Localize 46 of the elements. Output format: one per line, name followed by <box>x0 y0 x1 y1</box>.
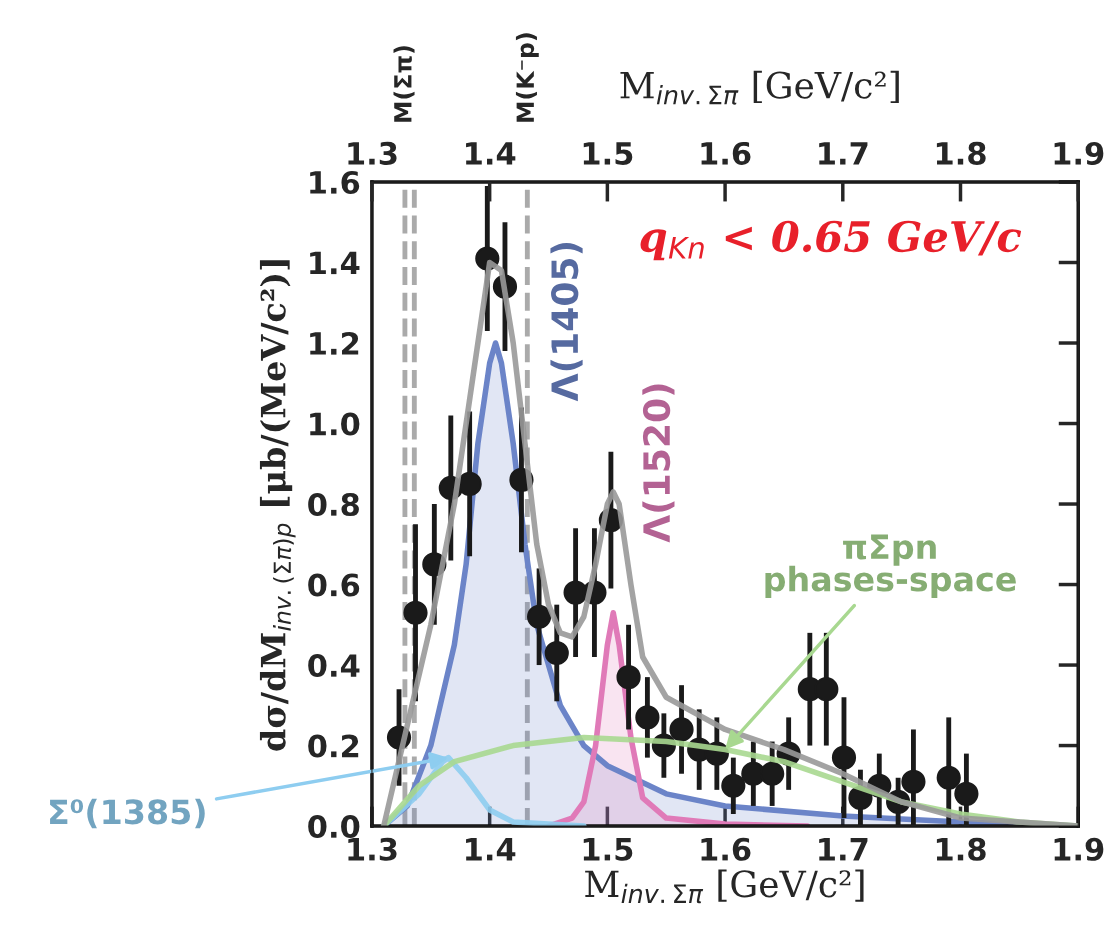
point <box>403 600 428 625</box>
x-tick-label: 1.8 <box>936 837 986 861</box>
x2-tick-label: 1.8 <box>936 141 986 165</box>
annotation: Λ(1405) <box>550 242 583 402</box>
y-tick-label: 0.6 <box>308 573 360 597</box>
y-tick-label: 1.6 <box>310 170 360 195</box>
y-tick-label: 1.4 <box>310 251 360 275</box>
point <box>616 665 641 690</box>
x2-tick-label: 1.3 <box>348 141 397 165</box>
y-tick-label: 0.2 <box>308 734 359 758</box>
y-tick-label: 0.4 <box>308 653 360 678</box>
x-tick-label: 1.3 <box>348 837 397 861</box>
point <box>457 471 482 496</box>
point <box>721 773 746 798</box>
y-axis-title: dσ/dM$_{inv.(Σπ)p}$ [μb/(MeV/c²)] <box>259 260 296 751</box>
x-tick-label: 1.6 <box>701 837 751 861</box>
x-tick-label: 1.7 <box>819 838 868 861</box>
annotation: Λ(1520) <box>642 384 675 543</box>
ref-line-label: M(Σπ) <box>393 46 415 122</box>
x-axis-title: M$_{inv.Σπ}$ [GeV/c²] <box>585 869 864 904</box>
point <box>954 781 979 806</box>
x-tick-label: 1.5 <box>583 838 633 861</box>
point <box>760 761 785 786</box>
annotation: Σ⁰(1385) <box>50 798 205 829</box>
y-tick-label: 0.8 <box>308 492 359 517</box>
point <box>635 705 660 730</box>
x2-tick-label: 1.6 <box>701 141 751 165</box>
point <box>669 717 694 742</box>
x2-tick-label: 1.7 <box>819 142 868 165</box>
y-tick-label: 1.2 <box>310 331 359 355</box>
x2-tick-label: 1.4 <box>466 142 516 165</box>
ref-line-label: M(K⁻p) <box>515 33 539 122</box>
point <box>901 769 926 794</box>
point <box>544 640 569 666</box>
y-tick-label: 0.0 <box>308 815 360 839</box>
x-tick-label: 1.4 <box>466 838 516 861</box>
annotation: q$_{Kn}$ < 0.65 GeV/c <box>640 220 1022 261</box>
point <box>936 765 961 790</box>
y-tick-label: 1.0 <box>310 412 360 436</box>
x2-tick-label: 1.9 <box>1054 141 1104 165</box>
x-tick-label: 1.9 <box>1054 837 1104 861</box>
x2-axis-title: M$_{inv.Σπ}$ [GeV/c²] <box>620 70 899 105</box>
annotation: πΣpn phases-space <box>765 534 1016 599</box>
point <box>831 745 857 770</box>
point <box>527 604 552 629</box>
x2-tick-label: 1.5 <box>583 142 633 165</box>
